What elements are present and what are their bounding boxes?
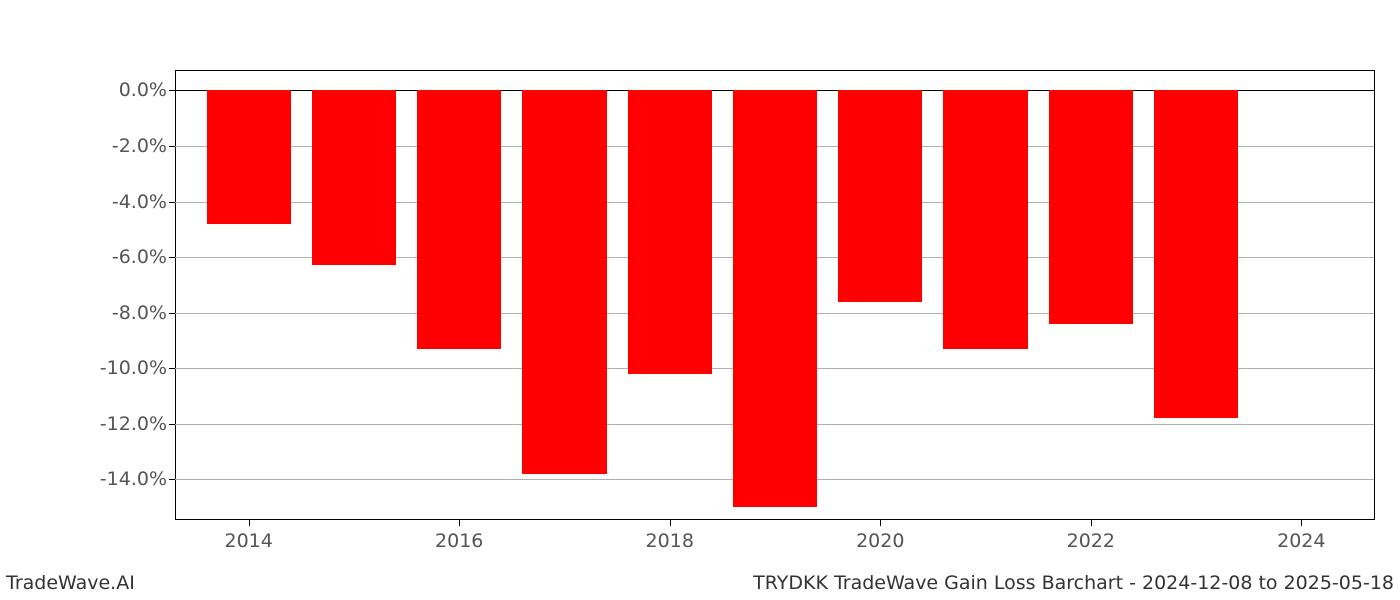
bar: [207, 90, 291, 223]
bar: [1049, 90, 1133, 323]
y-tick-label: -2.0%: [112, 135, 175, 157]
x-tick-label: 2024: [1277, 520, 1325, 552]
axis-bottom: [175, 519, 1374, 520]
bar: [943, 90, 1027, 348]
y-tick-label: -8.0%: [112, 302, 175, 324]
footer-left-text: TradeWave.AI: [6, 572, 135, 594]
x-tick-label: 2022: [1067, 520, 1115, 552]
bar: [522, 90, 606, 473]
x-tick-label: 2020: [856, 520, 904, 552]
plot-area: 0.0%-2.0%-4.0%-6.0%-8.0%-10.0%-12.0%-14.…: [175, 70, 1375, 520]
bar: [733, 90, 817, 507]
x-tick-label: 2016: [435, 520, 483, 552]
footer-right-text: TRYDKK TradeWave Gain Loss Barchart - 20…: [753, 572, 1394, 594]
bar: [628, 90, 712, 373]
chart-container: 0.0% -2.0% -4.0% -6.0% -8.0% -10.0% -12.0% -14.…: [0, 0, 1400, 600]
bar: [1154, 90, 1238, 418]
y-tick-label: -4.0%: [112, 191, 175, 213]
axis-left: [175, 71, 176, 520]
bar: [838, 90, 922, 301]
y-tick-label: 0.0%: [119, 79, 175, 101]
y-tick-label: -6.0%: [112, 246, 175, 268]
y-tick-label: -12.0%: [100, 413, 175, 435]
x-tick-label: 2014: [224, 520, 272, 552]
bar: [417, 90, 501, 348]
y-tick-label: -14.0%: [100, 468, 175, 490]
bar: [312, 90, 396, 265]
x-tick-label: 2018: [646, 520, 694, 552]
y-tick-label: -10.0%: [100, 357, 175, 379]
